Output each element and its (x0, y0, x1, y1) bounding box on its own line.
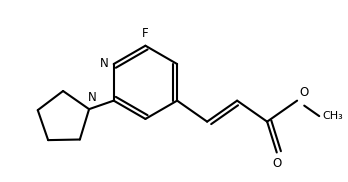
Text: O: O (299, 86, 308, 99)
Text: N: N (100, 57, 109, 70)
Text: N: N (88, 91, 96, 104)
Text: F: F (142, 27, 149, 40)
Text: CH₃: CH₃ (322, 111, 343, 121)
Text: O: O (272, 157, 282, 170)
